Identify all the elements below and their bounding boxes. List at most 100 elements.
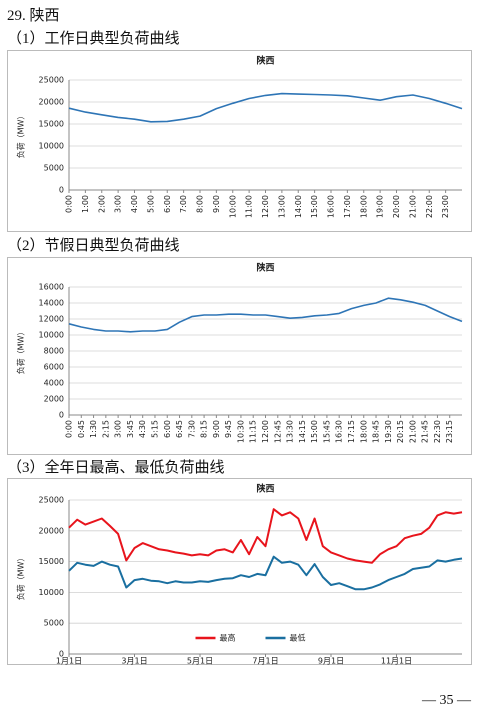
y-tick-label: 2000 [44, 395, 64, 404]
x-tick-label: 15:00 [310, 195, 319, 218]
legend-label: 最低 [290, 633, 306, 643]
x-tick-label: 2:00 [97, 195, 106, 213]
series-line [68, 92, 463, 123]
x-tick-label: 9:45 [224, 420, 233, 438]
y-tick-label: 10000 [39, 331, 64, 340]
x-tick-label: 19:30 [384, 420, 393, 443]
series-line [68, 508, 463, 564]
x-tick-label: 12:45 [273, 420, 282, 443]
y-tick-label: 16000 [39, 283, 64, 292]
chart-title: 陕西 [256, 55, 274, 67]
x-tick-label: 6:45 [175, 420, 184, 438]
x-tick-label: 15:45 [322, 420, 331, 443]
y-tick-label: 20000 [39, 526, 64, 535]
x-tick-label: 1月1日 [56, 657, 82, 666]
y-tick-label: 0 [59, 650, 64, 659]
chart-frame [7, 478, 472, 665]
x-tick-label: 22:00 [425, 195, 434, 218]
x-tick-label: 6:00 [163, 420, 172, 438]
x-tick-label: 22:30 [433, 420, 442, 443]
caption: （3）全年日最高、最低负荷曲线 [7, 460, 225, 476]
x-tick-label: 9:00 [212, 195, 221, 213]
y-tick-label: 12000 [39, 315, 64, 324]
y-tick-label: 25000 [39, 76, 64, 85]
y-tick-label: 0 [59, 186, 64, 195]
x-tick-label: 1:00 [81, 195, 90, 213]
x-tick-label: 10:30 [236, 420, 245, 443]
x-tick-label: 17:15 [347, 420, 356, 443]
x-tick-label: 0:00 [65, 195, 74, 213]
y-axis-label: 负荷（MW） [16, 554, 26, 601]
x-tick-label: 0:00 [65, 420, 74, 438]
y-tick-label: 8000 [44, 347, 64, 356]
x-tick-label: 19:00 [376, 195, 385, 218]
y-tick-label: 20000 [39, 98, 64, 107]
y-tick-label: 10000 [39, 142, 64, 151]
y-tick-label: 25000 [39, 496, 64, 505]
legend-label: 最高 [220, 633, 236, 643]
x-tick-label: 3:45 [126, 420, 135, 438]
x-tick-label: 10:00 [228, 195, 237, 218]
x-tick-label: 4:30 [138, 420, 147, 438]
y-tick-label: 6000 [44, 363, 64, 372]
x-tick-label: 5月1日 [187, 657, 213, 666]
x-tick-label: 18:45 [372, 420, 381, 443]
x-tick-label: 7月1日 [252, 657, 278, 666]
chart-frame [7, 50, 472, 232]
x-tick-label: 15:00 [310, 420, 319, 443]
x-tick-label: 7:30 [187, 420, 196, 438]
chart-title: 陕西 [256, 262, 274, 274]
x-tick-label: 16:00 [327, 195, 336, 218]
x-tick-label: 21:45 [421, 420, 430, 443]
x-tick-label: 11:00 [245, 195, 254, 218]
x-tick-label: 14:00 [294, 195, 303, 218]
x-tick-label: 21:00 [408, 420, 417, 443]
y-tick-label: 15000 [39, 557, 64, 566]
y-tick-label: 4000 [44, 379, 64, 388]
x-tick-label: 16:30 [335, 420, 344, 443]
x-tick-label: 6:00 [163, 195, 172, 213]
y-tick-label: 5000 [44, 619, 64, 628]
x-tick-label: 20:00 [392, 195, 401, 218]
chart-frame [7, 257, 472, 455]
x-tick-label: 23:00 [441, 195, 450, 218]
x-tick-label: 18:00 [359, 420, 368, 443]
series-line [68, 555, 463, 591]
x-tick-label: 8:15 [200, 420, 209, 438]
x-tick-label: 0:45 [77, 420, 86, 438]
chart-title: 陕西 [256, 483, 274, 495]
caption: （1）工作日典型负荷曲线 [7, 31, 180, 47]
x-tick-label: 21:00 [408, 195, 417, 218]
x-tick-label: 14:15 [298, 420, 307, 443]
x-tick-label: 17:00 [343, 195, 352, 218]
x-tick-label: 13:00 [277, 195, 286, 218]
x-tick-label: 3:00 [114, 420, 123, 438]
heading: 29. 陕西 [7, 8, 60, 24]
y-axis-label: 负荷（MW） [16, 112, 26, 159]
x-tick-label: 23:15 [445, 420, 454, 443]
y-axis-label: 负荷（MW） [16, 328, 26, 375]
page-number: — 35 — [422, 693, 471, 708]
x-tick-label: 12:00 [261, 420, 270, 443]
x-tick-label: 18:00 [359, 195, 368, 218]
x-tick-label: 20:15 [396, 420, 405, 443]
x-tick-label: 5:15 [150, 420, 159, 438]
x-tick-label: 5:00 [146, 195, 155, 213]
y-tick-label: 14000 [39, 299, 64, 308]
y-tick-label: 10000 [39, 588, 64, 597]
x-tick-label: 11月1日 [381, 657, 412, 666]
x-tick-label: 3:00 [114, 195, 123, 213]
x-tick-label: 7:00 [179, 195, 188, 213]
x-tick-label: 3月1日 [121, 657, 147, 666]
x-tick-label: 12:00 [261, 195, 270, 218]
x-tick-label: 13:30 [286, 420, 295, 443]
x-tick-label: 9:00 [212, 420, 221, 438]
y-tick-label: 5000 [44, 164, 64, 173]
x-tick-label: 4:00 [130, 195, 139, 213]
x-tick-label: 11:15 [249, 420, 258, 443]
caption: （2）节假日典型负荷曲线 [7, 238, 180, 254]
series-line [68, 297, 463, 333]
